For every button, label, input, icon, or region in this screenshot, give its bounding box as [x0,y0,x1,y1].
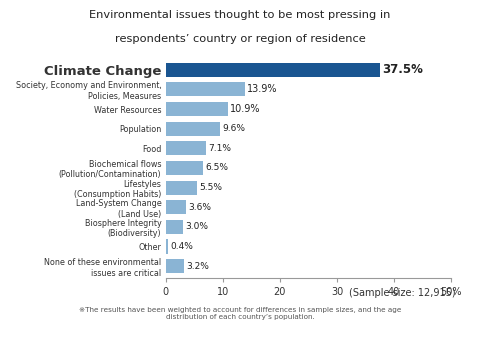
Text: (Sample size: 12,915): (Sample size: 12,915) [349,288,456,298]
Text: respondents’ country or region of residence: respondents’ country or region of reside… [115,34,365,44]
Text: 13.9%: 13.9% [247,84,278,94]
Text: ※The results have been weighted to account for differences in sample sizes, and : ※The results have been weighted to accou… [79,307,401,320]
Bar [166,63,380,77]
Bar [166,200,186,214]
Text: 37.5%: 37.5% [382,63,423,76]
Bar [166,102,228,116]
Bar [166,82,245,97]
Text: 10.9%: 10.9% [230,104,261,114]
Text: 9.6%: 9.6% [223,124,246,133]
Bar [166,239,168,254]
Text: 5.5%: 5.5% [199,183,222,192]
Bar [166,259,184,273]
Text: 3.6%: 3.6% [189,203,212,212]
Bar [166,180,197,195]
Bar [166,161,203,175]
Text: 3.2%: 3.2% [186,262,209,271]
Bar [166,220,183,234]
Text: 3.0%: 3.0% [185,222,208,231]
Text: 7.1%: 7.1% [208,144,231,153]
Text: Environmental issues thought to be most pressing in: Environmental issues thought to be most … [89,10,391,20]
Text: 0.4%: 0.4% [170,242,193,251]
Bar [166,122,220,136]
Bar [166,141,206,155]
Text: 6.5%: 6.5% [205,163,228,173]
